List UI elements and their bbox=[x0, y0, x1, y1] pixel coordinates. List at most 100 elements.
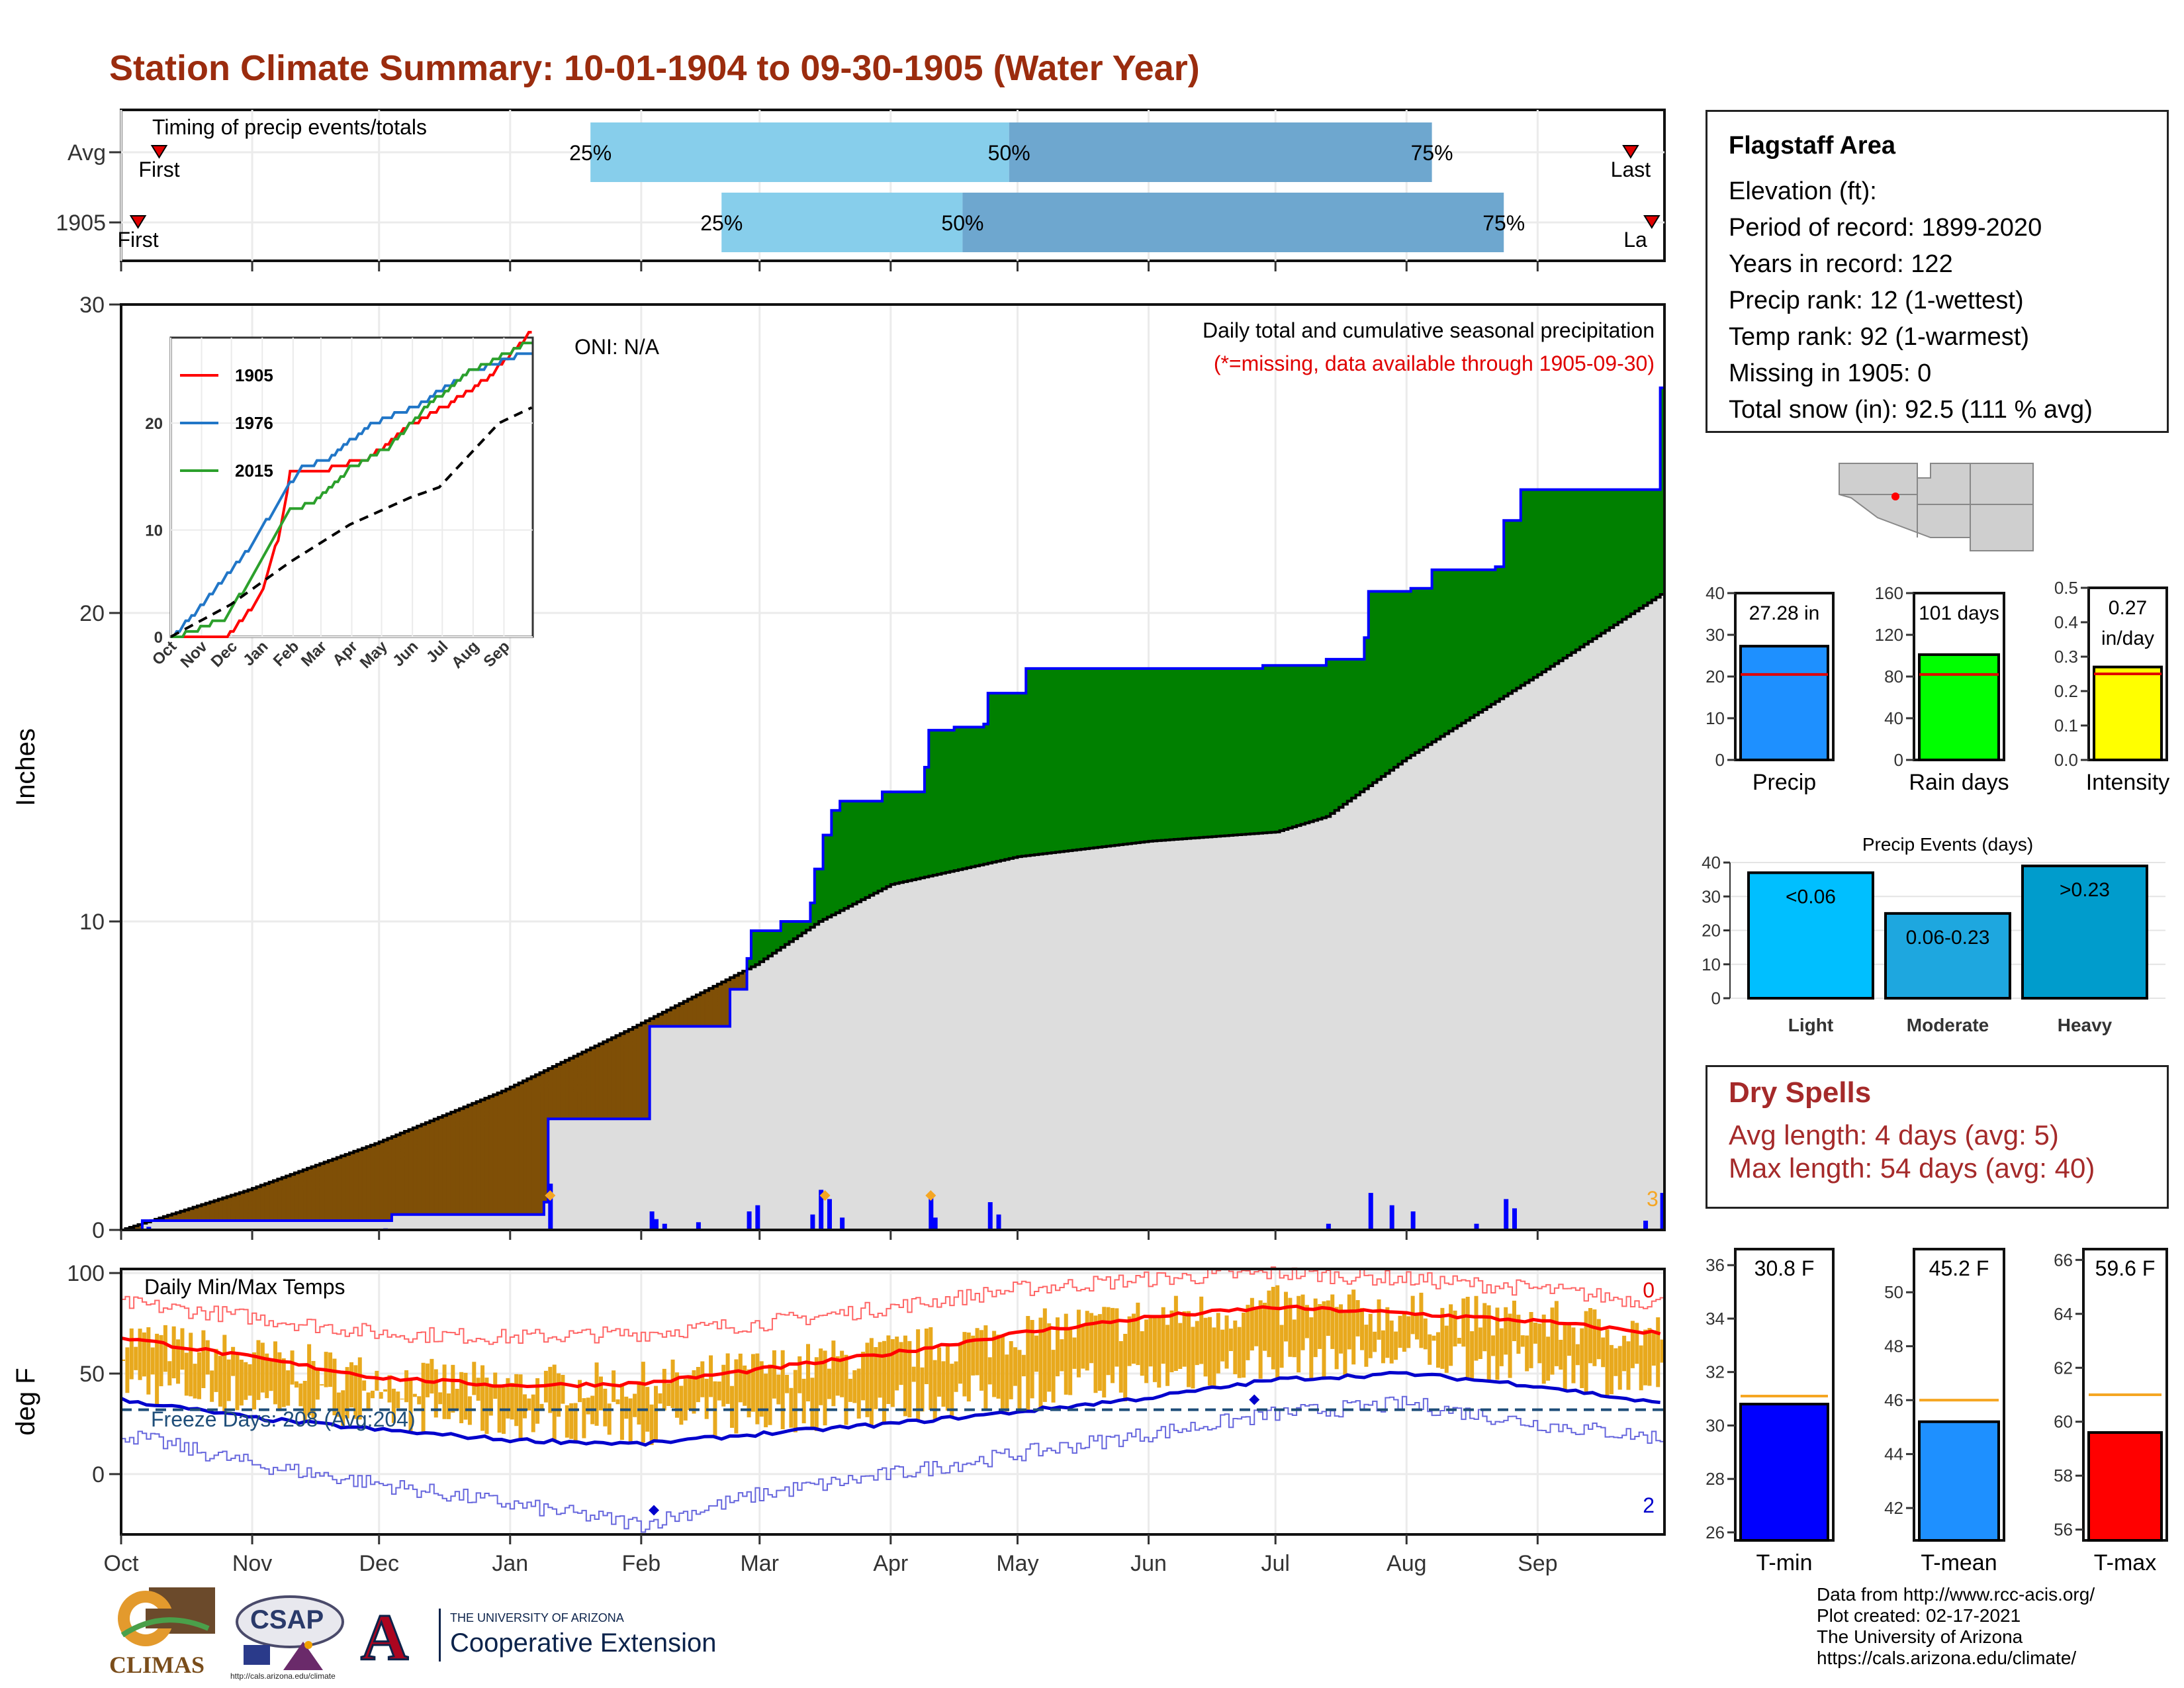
min-record-count: 2 bbox=[1643, 1493, 1655, 1517]
timing-caption: Timing of precip events/totals bbox=[152, 115, 427, 139]
precip-normal-line bbox=[121, 593, 1664, 1231]
station-info-box: Flagstaff Area Elevation (ft): Period of… bbox=[1706, 110, 2169, 433]
dry-spells-max: Max length: 54 days (avg: 40) bbox=[1729, 1152, 2095, 1184]
summary-value-label: 45.2 F bbox=[1929, 1256, 1989, 1280]
normal-max-line bbox=[120, 1304, 1661, 1389]
timing-bar-25-50 bbox=[590, 122, 1009, 182]
csap-logo-text: CSAP bbox=[250, 1605, 324, 1634]
month-label: Sep bbox=[1518, 1551, 1558, 1576]
summary-value-label: in/day bbox=[2101, 628, 2154, 649]
credit-line: The University of Arizona bbox=[1817, 1626, 2023, 1647]
page-title: Station Climate Summary: 10-01-1904 to 0… bbox=[109, 48, 1200, 88]
summary-value-label: 59.6 F bbox=[2095, 1256, 2156, 1280]
daily-precip-bar bbox=[1368, 1193, 1373, 1230]
summary-y-tick-label: 0.0 bbox=[2054, 750, 2078, 770]
daily-precip-bar bbox=[747, 1211, 752, 1230]
summary-y-tick-label: 44 bbox=[1884, 1444, 1903, 1464]
summary-category-label: Rain days bbox=[1909, 770, 2009, 795]
summary-value-label: 0.27 bbox=[2109, 597, 2147, 619]
summary-charts: 0 10 20 30 40 27.28 in Precip 0 40 80 120 160 101 da… bbox=[1702, 578, 2169, 1575]
summary-y-tick-label: 50 bbox=[1884, 1282, 1903, 1302]
info-row: Years in record: 122 bbox=[1729, 250, 1953, 278]
snow-marker-icon bbox=[819, 1190, 831, 1201]
precip-y-tick-label: 0 bbox=[92, 1218, 105, 1243]
summary-y-tick-label: 0 bbox=[1715, 750, 1725, 770]
credit-line: https://cals.arizona.edu/climate/ bbox=[1817, 1648, 2077, 1668]
csap-url: http://cals.arizona.edu/climate bbox=[230, 1671, 336, 1681]
info-row: Period of record: 1899-2020 bbox=[1729, 214, 2042, 242]
summary-y-tick-label: 80 bbox=[1884, 667, 1903, 686]
timing-bar-25-50 bbox=[721, 193, 963, 252]
events-y-tick-label: 10 bbox=[1702, 955, 1721, 974]
precip-note: (*=missing, data available through 1905-… bbox=[1214, 352, 1655, 375]
freeze-days-label: Freeze Days: 208 (Avg:204) bbox=[151, 1407, 416, 1431]
events-y-tick-label: 40 bbox=[1702, 853, 1721, 872]
summary-category-label: T-min bbox=[1756, 1550, 1813, 1575]
month-label: Dec bbox=[359, 1551, 398, 1576]
precip-y-tick-label: 10 bbox=[79, 910, 105, 935]
info-row: Elevation (ft): bbox=[1729, 177, 1877, 205]
summary-value-label: 101 days bbox=[1919, 602, 1999, 624]
timing-pct-label: 25% bbox=[569, 141, 612, 165]
last-event-label: Last bbox=[1611, 158, 1651, 181]
summary-y-tick-label: 0.3 bbox=[2054, 647, 2078, 667]
summary-y-tick-label: 46 bbox=[1884, 1390, 1903, 1410]
precip-frame bbox=[120, 303, 1666, 1231]
climas-emblem-icon bbox=[118, 1587, 215, 1646]
summary-bar bbox=[1739, 645, 1829, 761]
events-category-label: Light bbox=[1788, 1015, 1833, 1035]
record-min-line bbox=[121, 1395, 1664, 1533]
main-chart: Timing of precip events/totals Avg 25% 50% 7… bbox=[11, 109, 1666, 1576]
station-name: Flagstaff Area bbox=[1729, 132, 1895, 160]
summary-y-tick-label: 64 bbox=[2054, 1304, 2073, 1324]
events-category-label: Moderate bbox=[1907, 1015, 1989, 1035]
summary-y-tick-label: 40 bbox=[1706, 583, 1725, 603]
inset-series-line bbox=[171, 342, 532, 638]
csap-logo[interactable]: CSAP http://cals.arizona.edu/climate bbox=[230, 1592, 349, 1685]
events-category-label: Heavy bbox=[2058, 1015, 2113, 1035]
timing-pct-label: 25% bbox=[700, 211, 743, 235]
ua-cooperative-extension: Cooperative Extension bbox=[450, 1628, 717, 1658]
temp-y-tick-label: 0 bbox=[92, 1462, 105, 1487]
temp-chart-title: Daily Min/Max Temps bbox=[144, 1275, 345, 1299]
events-bar-label: >0.23 bbox=[2060, 879, 2110, 901]
info-row: Missing in 1905: 0 bbox=[1729, 359, 1932, 387]
temp-y-tick-label: 100 bbox=[67, 1261, 105, 1286]
events-y-tick-label: 30 bbox=[1702, 886, 1721, 906]
inset-legend-label: 1905 bbox=[235, 365, 273, 385]
climas-logo-text: CLIMAS bbox=[109, 1652, 205, 1678]
summary-y-tick-label: 32 bbox=[1706, 1362, 1725, 1382]
daily-precip-bar bbox=[1512, 1208, 1517, 1230]
daily-precip-bar bbox=[929, 1193, 934, 1230]
summary-y-tick-label: 66 bbox=[2054, 1250, 2073, 1270]
summary-y-tick-label: 0.5 bbox=[2054, 578, 2078, 598]
inset-series-line bbox=[170, 406, 533, 638]
extreme-min-marker-icon bbox=[1249, 1394, 1260, 1405]
events-y-tick-label: 20 bbox=[1702, 921, 1721, 941]
daily-precip-bar bbox=[1660, 1193, 1665, 1230]
summary-y-tick-label: 10 bbox=[1706, 708, 1725, 728]
inset-legend-label: 2015 bbox=[235, 461, 273, 481]
summary-value-label: 27.28 in bbox=[1749, 602, 1820, 624]
temperature-chart: 0 50 100 deg F Daily Min/Max Temps Freeze Day… bbox=[11, 1261, 1666, 1536]
events-bar-label: 0.06-0.23 bbox=[1906, 927, 1990, 949]
first-event-marker-icon bbox=[150, 145, 168, 159]
month-label: Jun bbox=[1130, 1551, 1167, 1576]
summary-y-tick-label: 0.4 bbox=[2054, 612, 2078, 632]
timing-pct-label: 50% bbox=[988, 141, 1030, 165]
timing-bar-50-75 bbox=[962, 193, 1504, 252]
credits: Data from http://www.rcc-acis.org/ Plot … bbox=[1817, 1584, 2095, 1669]
ua-logo[interactable]: A THE UNIVERSITY OF ARIZONA Cooperative … bbox=[359, 1600, 745, 1675]
events-bar bbox=[1747, 871, 1874, 1000]
summary-bar bbox=[2093, 665, 2163, 761]
timing-pct-label: 75% bbox=[1411, 141, 1453, 165]
timing-row-label: 1905 bbox=[56, 211, 106, 236]
info-row: Precip rank: 12 (1-wettest) bbox=[1729, 287, 2024, 314]
daily-precip-bar bbox=[662, 1223, 667, 1230]
credit-line: Plot created: 02-17-2021 bbox=[1817, 1605, 2021, 1626]
month-label: Apr bbox=[873, 1551, 908, 1576]
daily-precip-bar bbox=[819, 1190, 824, 1230]
precip-corner-count: 3 bbox=[1647, 1187, 1659, 1211]
temp-y-tick-label: 50 bbox=[79, 1362, 105, 1387]
climas-logo[interactable]: CLIMAS bbox=[109, 1582, 218, 1681]
